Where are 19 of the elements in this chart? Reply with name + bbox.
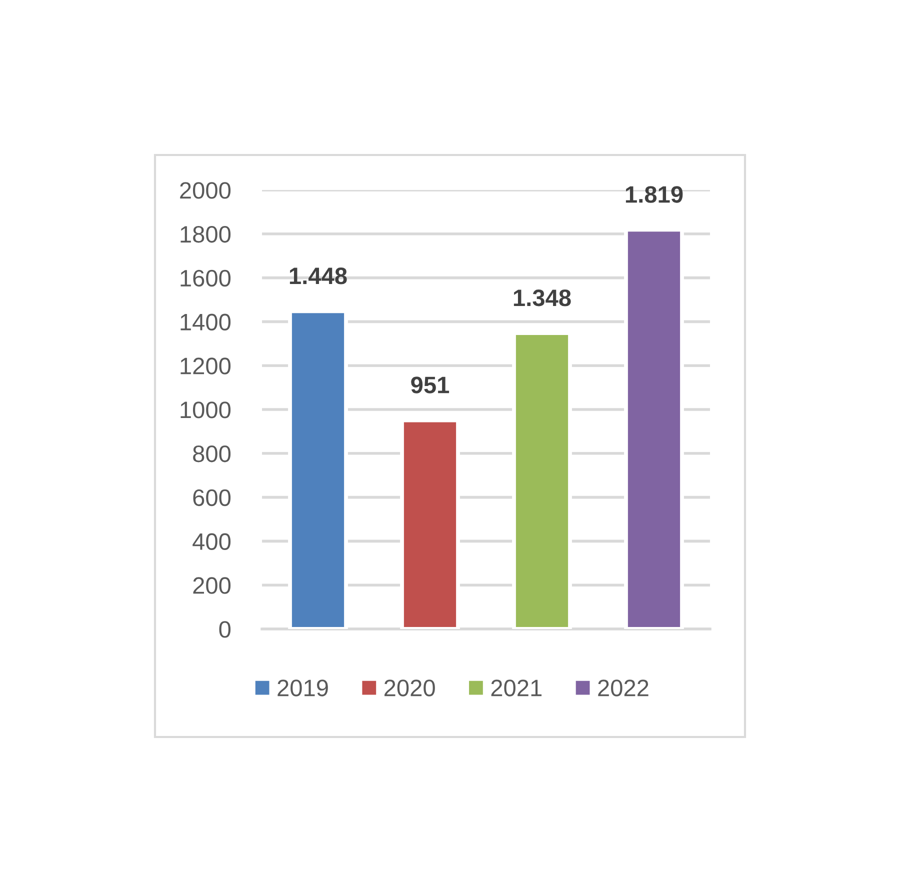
y-tick-label: 1000 <box>180 402 231 418</box>
y-tick-label: 1600 <box>180 270 231 287</box>
legend-label: 2020 <box>384 680 435 696</box>
data-label: 1.448 <box>290 268 347 284</box>
y-tick-label: 400 <box>192 533 231 550</box>
data-label: 1.348 <box>514 290 571 306</box>
y-tick-label: 1800 <box>180 226 231 243</box>
y-tick-label: 1400 <box>180 314 231 330</box>
data-label: 1.819 <box>626 186 683 203</box>
y-tick-label: 800 <box>193 445 231 462</box>
y-tick-label: 200 <box>193 577 231 594</box>
legend-label: 2022 <box>598 680 648 696</box>
y-tick-label: 600 <box>193 489 231 506</box>
legend-label: 2021 <box>491 680 542 696</box>
data-label: 951 <box>411 376 450 394</box>
y-tick-label: 2000 <box>180 182 231 199</box>
y-tick-label: 1200 <box>180 358 231 374</box>
legend-label: 2019 <box>278 680 328 696</box>
y-tick-label: 0 <box>219 621 231 638</box>
